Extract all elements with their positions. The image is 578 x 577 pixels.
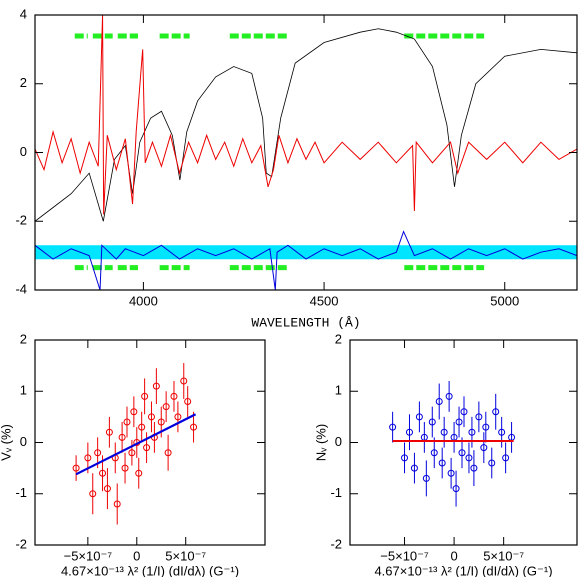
y-tick-label: 1 [20,383,27,398]
data-point [141,392,149,400]
x-tick-label: 0 [133,548,140,563]
y-tick-label: 0 [335,434,342,449]
data-point [162,403,170,411]
data-point [465,454,473,462]
y-axis-label: Nᵥ (%) [313,424,328,461]
data-point [468,428,476,436]
y-tick-label: 2 [20,75,27,90]
data-point [138,423,146,431]
data-point [118,433,126,441]
x-tick-label: −5×10⁻⁷ [380,548,429,563]
data-point [130,408,138,416]
plot-frame [34,339,266,546]
y-tick-label: 0 [20,144,27,159]
data-point [123,418,131,426]
data-point [94,449,102,457]
data-point [475,413,483,421]
data-point [460,408,468,416]
data-point [84,454,92,462]
x-tick-label: 5×10⁻⁷ [165,548,206,563]
data-point [410,464,418,472]
y-tick-label: -2 [15,213,27,228]
data-point [405,428,413,436]
data-point [492,408,500,416]
data-point [430,449,438,457]
data-point [445,392,453,400]
data-point [482,423,490,431]
y-tick-label: -2 [15,536,27,551]
spectrum-line [35,28,577,222]
x-tick-label: 5000 [490,293,519,308]
y-tick-label: 0 [20,434,27,449]
data-point [103,485,111,493]
data-point [157,418,165,426]
x-tick-label: 4000 [129,293,158,308]
data-point [105,428,113,436]
data-point [452,485,460,493]
y-tick-label: -1 [330,485,342,500]
y-tick-label: 2 [20,331,27,346]
data-point [170,392,178,400]
fit-line [75,413,196,476]
x-tick-label: −5×10⁻⁷ [64,548,113,563]
data-point [415,413,423,421]
data-point [190,423,198,431]
data-point [480,444,488,452]
y-tick-label: 2 [335,331,342,346]
data-point [401,454,409,462]
y-tick-label: 4 [20,6,27,21]
data-point [440,428,448,436]
data-point [164,449,172,457]
data-point [458,449,466,457]
y-tick-label: 1 [335,383,342,398]
data-point [128,449,136,457]
y-axis-label: Vᵥ (%) [0,424,13,461]
data-point [428,418,436,426]
data-point [389,423,397,431]
data-point [447,469,455,477]
data-point [184,398,192,405]
x-axis-label: 4.67×10⁻¹³ λ² (1/I) (dI/dλ) (G⁻¹) [61,563,239,577]
data-point [180,377,188,385]
data-point [99,469,107,477]
data-point [470,464,478,472]
x-axis-label: WAVELENGTH (Å) [251,315,360,330]
data-point [498,428,506,436]
spectrum-line [35,15,577,215]
data-point [435,398,443,405]
data-point [147,413,155,421]
data-point [152,382,160,390]
x-tick-label: 0 [450,548,457,563]
data-point [488,459,496,467]
data-point [174,413,182,421]
y-tick-label: -4 [15,281,27,296]
data-point [113,500,121,508]
data-point [121,464,129,472]
x-tick-label: 5×10⁻⁷ [483,548,524,563]
data-point [135,469,143,477]
data-point [89,490,97,498]
y-tick-label: -2 [330,536,342,551]
data-point [502,454,510,462]
data-point [422,474,430,482]
y-tick-label: -1 [15,485,27,500]
data-point [455,418,463,426]
spectrum-line [35,230,577,290]
plot-frame [349,339,578,546]
data-point [438,459,446,467]
data-point [72,464,80,472]
x-axis-label: 4.67×10⁻¹³ λ² (1/I) (dI/dλ) (G⁻¹) [374,563,552,577]
data-point [143,444,151,452]
x-tick-label: 4500 [310,293,339,308]
